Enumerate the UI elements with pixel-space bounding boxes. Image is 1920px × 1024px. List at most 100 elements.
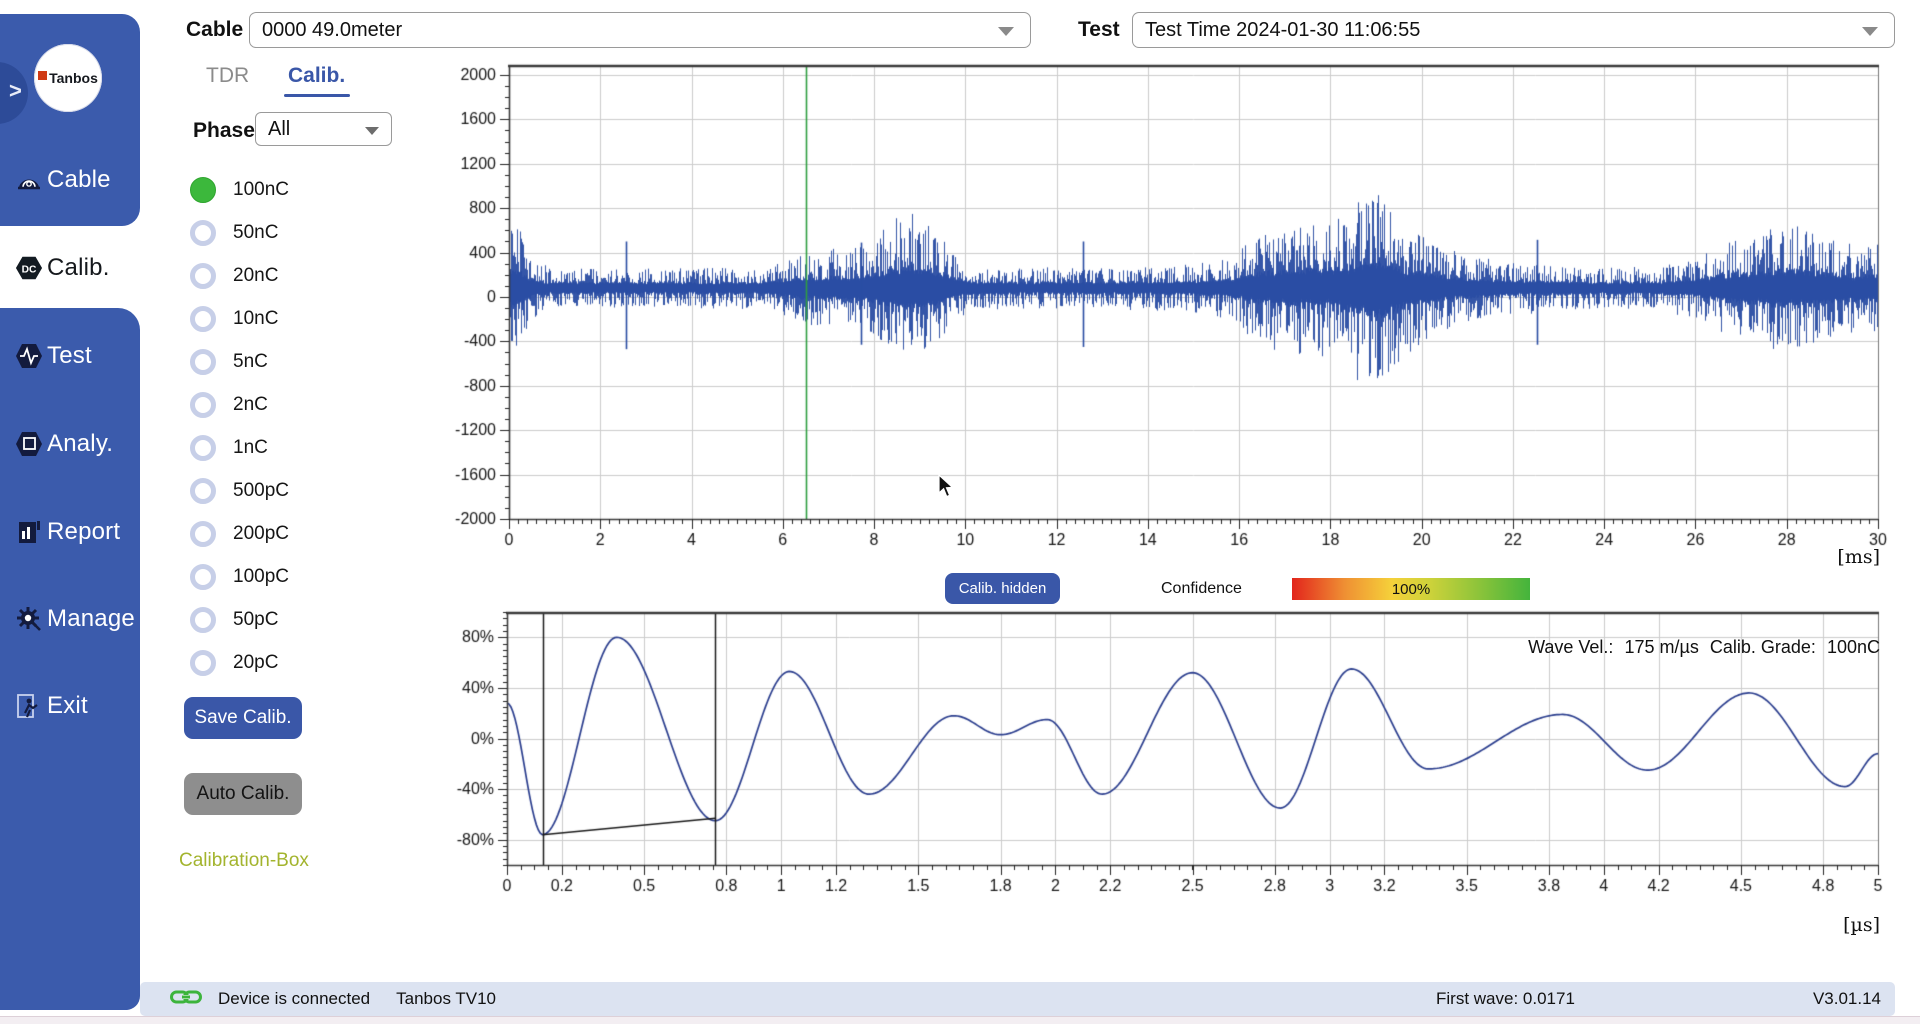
charge-option-50pC[interactable]: 50pC <box>190 607 278 633</box>
tab-calib[interactable]: Calib. <box>288 64 346 87</box>
status-bar: Device is connected Tanbos TV10 First wa… <box>140 982 1895 1016</box>
charge-option-20nC[interactable]: 20nC <box>190 263 278 289</box>
top-chart-x-unit: [ms] <box>1837 546 1880 568</box>
wave-vel-value: 175 m/µs <box>1624 637 1699 657</box>
charge-option-label: 50nC <box>233 222 279 243</box>
tab-tdr[interactable]: TDR <box>206 64 250 87</box>
sidebar-item-cable[interactable]: Cable <box>0 163 140 197</box>
pd-waveform-chart[interactable] <box>420 50 1900 560</box>
sidebar-item-label: Test <box>47 342 92 369</box>
test-select-label: Test <box>1078 18 1120 41</box>
radio-icon[interactable] <box>190 392 216 418</box>
calib-grade-value: 100nC <box>1826 637 1880 657</box>
auto-calib-button[interactable]: Auto Calib. <box>184 773 302 815</box>
save-calib-button[interactable]: Save Calib. <box>184 697 302 739</box>
logo-red-mark-icon <box>38 70 48 80</box>
charge-option-label: 200pC <box>233 523 289 544</box>
sidebar-item-report[interactable]: Report <box>0 515 140 549</box>
radio-icon[interactable] <box>190 435 216 461</box>
sidebar-item-manage[interactable]: Manage <box>0 602 140 636</box>
sidebar-item-label: Cable <box>47 166 111 193</box>
cable-select[interactable]: 0000 49.0meter <box>249 12 1031 48</box>
sidebar-item-label: Manage <box>47 605 135 632</box>
manage-gear-icon <box>15 605 43 633</box>
window-bottom-edge <box>0 1016 1920 1024</box>
radio-selected-icon[interactable] <box>190 177 216 203</box>
calib-pulse-annotation: Wave Vel.: 175 m/µs Calib. Grade: 100nC <box>1380 637 1880 658</box>
mouse-cursor-icon <box>938 474 954 498</box>
sidebar-item-label: Analy. <box>47 430 114 457</box>
charge-option-100nC[interactable]: 100nC <box>190 177 289 203</box>
radio-icon[interactable] <box>190 263 216 289</box>
charge-option-5nC[interactable]: 5nC <box>190 349 268 375</box>
radio-icon[interactable] <box>190 564 216 590</box>
calib-pulse-chart[interactable] <box>435 600 1900 935</box>
calib-hidden-button[interactable]: Calib. hidden <box>945 573 1060 604</box>
charge-option-100pC[interactable]: 100pC <box>190 564 289 590</box>
sidebar-top-segment: > Tanbos Cable <box>0 14 140 226</box>
charge-option-2nC[interactable]: 2nC <box>190 392 268 418</box>
test-select-value: Test Time 2024-01-30 11:06:55 <box>1145 18 1421 41</box>
sidebar-item-calib[interactable]: DC Calib. <box>0 251 140 285</box>
sidebar-main-segment: Test Analy. Report Manage Exit <box>0 308 140 1010</box>
radio-icon[interactable] <box>190 607 216 633</box>
charge-option-label: 100nC <box>233 179 289 200</box>
charge-option-label: 100pC <box>233 566 289 587</box>
logo-text: Tanbos <box>49 70 98 86</box>
charge-option-1nC[interactable]: 1nC <box>190 435 268 461</box>
bottom-chart-x-unit: [µs] <box>1843 914 1880 936</box>
chevron-down-icon <box>998 27 1014 36</box>
charge-option-500pC[interactable]: 500pC <box>190 478 289 504</box>
chevron-down-icon <box>1862 27 1878 36</box>
radio-icon[interactable] <box>190 349 216 375</box>
radio-icon[interactable] <box>190 650 216 676</box>
report-document-icon <box>15 518 43 546</box>
svg-text:DC: DC <box>22 265 37 276</box>
sidebar-item-label: Report <box>47 518 121 545</box>
sidebar-item-label: Calib. <box>47 254 110 281</box>
radio-icon[interactable] <box>190 478 216 504</box>
confidence-label: Confidence <box>1161 580 1242 597</box>
phase-label: Phase <box>193 119 255 142</box>
test-select[interactable]: Test Time 2024-01-30 11:06:55 <box>1132 12 1895 48</box>
device-status-text: Device is connected <box>218 989 371 1008</box>
cable-select-label: Cable <box>186 18 244 41</box>
charge-option-label: 20pC <box>233 652 279 673</box>
exit-door-icon <box>15 692 43 720</box>
charge-option-200pC[interactable]: 200pC <box>190 521 289 547</box>
sidebar-item-label: Exit <box>47 692 88 719</box>
charge-option-label: 2nC <box>233 394 268 415</box>
cable-select-value: 0000 49.0meter <box>262 18 403 41</box>
radio-icon[interactable] <box>190 306 216 332</box>
device-connected-link-icon <box>170 987 202 1012</box>
charge-option-label: 1nC <box>233 437 268 458</box>
calibration-box-label: Calibration-Box <box>179 850 309 871</box>
sidebar-item-exit[interactable]: Exit <box>0 689 140 723</box>
charge-option-50nC[interactable]: 50nC <box>190 220 278 246</box>
charge-option-label: 10nC <box>233 308 279 329</box>
first-wave-value: First wave: 0.0171 <box>1436 989 1575 1008</box>
active-tab-underline <box>284 94 350 97</box>
sidebar-item-test[interactable]: Test <box>0 339 140 373</box>
chevron-down-icon <box>365 127 379 135</box>
sidebar-expand-chevron-icon[interactable]: > <box>9 78 22 103</box>
charge-option-label: 50pC <box>233 609 279 630</box>
cable-reel-icon <box>15 166 43 194</box>
app-version: V3.01.14 <box>1812 989 1881 1008</box>
charge-option-label: 500pC <box>233 480 289 501</box>
charge-option-label: 5nC <box>233 351 268 372</box>
wave-vel-label: Wave Vel.: <box>1528 637 1614 657</box>
charge-option-20pC[interactable]: 20pC <box>190 650 278 676</box>
radio-icon[interactable] <box>190 521 216 547</box>
phase-select-value: All <box>268 117 291 140</box>
phase-select[interactable]: All <box>255 112 392 146</box>
confidence-gradient-bar: 100% <box>1292 578 1530 600</box>
tanbos-logo: Tanbos <box>34 44 102 112</box>
calib-dc-hexagon-icon: DC <box>15 254 43 282</box>
charge-option-10nC[interactable]: 10nC <box>190 306 278 332</box>
sidebar-item-analy[interactable]: Analy. <box>0 427 140 461</box>
radio-icon[interactable] <box>190 220 216 246</box>
device-name-text: Tanbos TV10 <box>396 989 497 1008</box>
calib-grade-label: Calib. Grade: <box>1709 637 1816 657</box>
